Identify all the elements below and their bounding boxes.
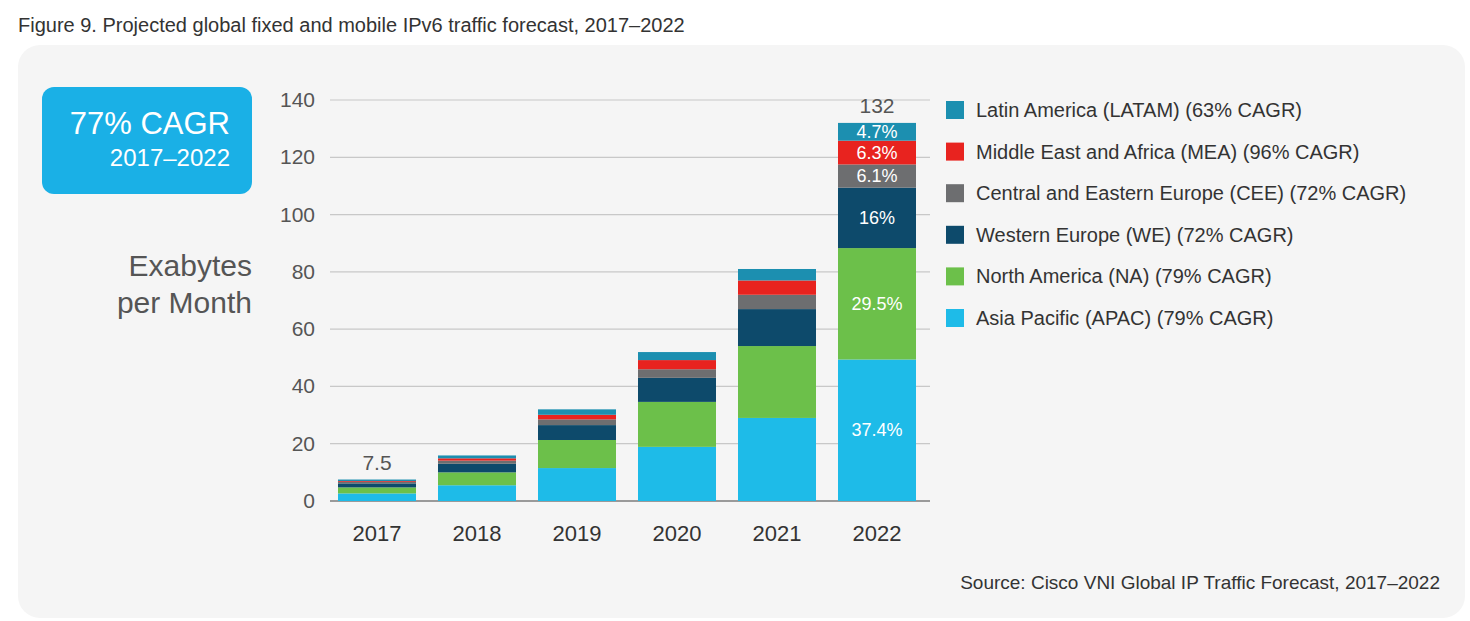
x-tick-label: 2022 [853,521,902,546]
bar-segment [838,188,916,248]
bar-segment [438,458,516,460]
share-label: 4.7% [856,122,897,142]
y-axis-label-line: Exabytes [129,249,252,282]
bar-segment [638,402,716,447]
legend-label: Western Europe (WE) (72% CAGR) [976,224,1294,246]
y-tick-label: 80 [292,260,315,283]
x-tick-label: 2018 [453,521,502,546]
bar-segment [738,346,816,418]
bar-segment [638,352,716,360]
bar-segment [438,464,516,473]
bar-segment [438,472,516,485]
bar-segment [738,280,816,294]
bar-segment [338,483,416,487]
share-label: 29.5% [851,294,902,314]
legend-label: North America (NA) (79% CAGR) [976,265,1272,287]
share-label: 37.4% [851,420,902,440]
bar-segment [438,461,516,464]
x-tick-label: 2017 [353,521,402,546]
legend-label: Asia Pacific (APAC) (79% CAGR) [976,307,1273,329]
x-tick-label: 2019 [553,521,602,546]
bar-segment [538,440,616,468]
chart-root: Figure 9. Projected global fixed and mob… [0,0,1470,621]
source-note: Source: Cisco VNI Global IP Traffic Fore… [960,572,1440,593]
y-tick-label: 140 [280,88,315,111]
legend-swatch [946,309,964,327]
bar-segment [338,480,416,482]
y-tick-label: 120 [280,145,315,168]
bar-segment [638,369,716,378]
cagr-box [42,87,252,194]
total-label: 7.5 [362,451,391,474]
bar-segment [638,447,716,501]
bar-segment [438,485,516,501]
bar-segment [538,425,616,440]
share-label: 6.3% [856,143,897,163]
legend-label: Latin America (LATAM) (63% CAGR) [976,99,1302,121]
grid-line [330,99,930,100]
legend-swatch [946,143,964,161]
x-tick-label: 2020 [653,521,702,546]
y-tick-label: 0 [303,489,315,512]
total-label: 132 [859,94,894,117]
bar-segment [338,482,416,483]
legend-label: Middle East and Africa (MEA) (96% CAGR) [976,141,1359,163]
bar-segment [538,415,616,420]
bar-segment [538,409,616,414]
legend-swatch [946,226,964,244]
bar-segment [838,164,916,187]
y-tick-label: 100 [280,203,315,226]
bar-segment [738,418,816,501]
bar-segment [738,269,816,280]
legend-swatch [946,101,964,119]
y-axis-label: Exabytes per Month [117,249,252,319]
chart-title: Figure 9. Projected global fixed and mob… [18,14,685,36]
bar-segment [638,360,716,369]
legend-swatch [946,184,964,202]
cagr-period: 2017–2022 [110,144,230,171]
share-label: 16% [859,208,895,228]
bars [338,123,916,501]
bar-segment [338,487,416,493]
cagr-text: 77% CAGR [70,106,230,141]
y-tick-label: 40 [292,374,315,397]
bar-segment [538,419,616,425]
bar-segment [838,360,916,501]
bar-segment [538,468,616,501]
card-background [18,45,1465,618]
x-tick-label: 2021 [753,521,802,546]
bar-segment [838,248,916,359]
y-tick-label: 20 [292,432,315,455]
bar-segment [338,493,416,501]
data-labels: 37.4% 29.5% 16% 6.1% 6.3%4.7% 7.5 132 [362,94,902,474]
bar-segment [738,295,816,309]
bar-segment [838,141,916,165]
bar-segment [638,378,716,402]
y-axis-label-line: per Month [117,286,252,319]
bar-segment [738,309,816,346]
share-label: 6.1% [856,166,897,186]
y-tick-label: 60 [292,317,315,340]
legend-swatch [946,267,964,285]
y-axis-line [330,100,331,501]
legend-label: Central and Eastern Europe (CEE) (72% CA… [976,182,1406,204]
bar-segment [438,455,516,458]
